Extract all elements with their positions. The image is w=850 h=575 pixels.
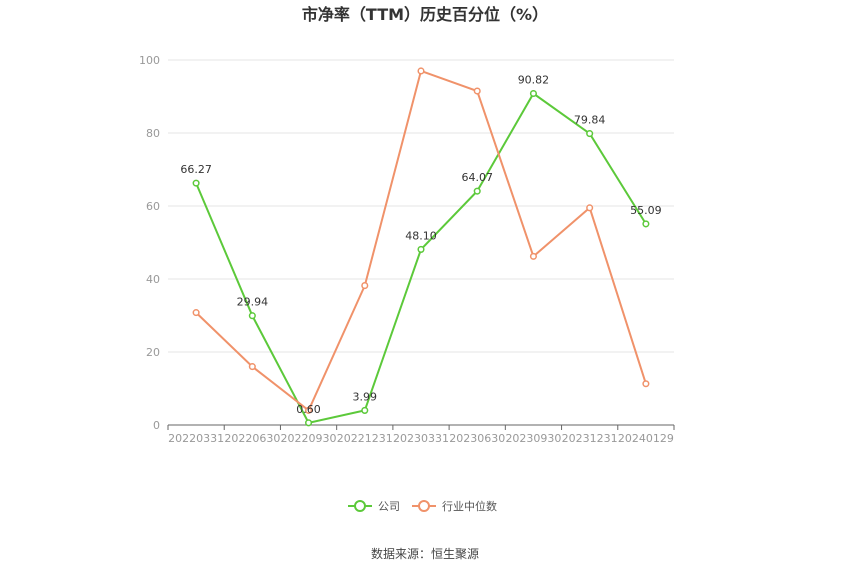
x-tick-label: 20220331 [168, 432, 224, 445]
series-1-point[interactable] [642, 380, 650, 388]
data-label: 0.60 [296, 403, 321, 416]
x-tick-label: 20230331 [393, 432, 449, 445]
legend-marker [418, 500, 430, 512]
series-0-point[interactable] [586, 130, 594, 138]
series-0-point[interactable] [248, 312, 256, 320]
series-0-point[interactable] [305, 419, 313, 427]
series-1-point[interactable] [586, 204, 594, 212]
data-label: 29.94 [237, 296, 269, 309]
series-0-point[interactable] [473, 187, 481, 195]
series-1-point[interactable] [361, 282, 369, 290]
y-tick-label: 0 [153, 419, 160, 432]
x-axis: 20220331 20220630 20220930 20221231 20230331… [167, 425, 675, 445]
x-tick-label: 20230930 [505, 432, 561, 445]
x-tick-label: 20240129 [618, 432, 674, 445]
series-0-point[interactable] [529, 89, 537, 98]
data-label: 90.82 [518, 74, 550, 87]
series-1-point[interactable] [248, 363, 256, 371]
chart-title: 市净率（TTM）历史百分位（%） [302, 5, 548, 24]
y-tick-label: 20 [146, 346, 160, 359]
legend: 公司 行业中位数 [348, 499, 497, 513]
series-1-point[interactable] [417, 67, 425, 75]
series-1-point[interactable] [529, 252, 537, 260]
series-1-point[interactable] [192, 309, 200, 317]
series-0-point[interactable] [192, 179, 200, 187]
data-label: 48.10 [405, 229, 437, 242]
x-tick-label: 20230630 [449, 432, 505, 445]
x-tick-label: 20220930 [281, 432, 337, 445]
legend-label[interactable]: 行业中位数 [442, 499, 497, 513]
legend-marker [354, 500, 366, 512]
data-label: 66.27 [180, 163, 212, 176]
data-label: 79.84 [574, 114, 606, 127]
data-label: 3.99 [353, 390, 378, 403]
y-tick-label: 60 [146, 200, 160, 213]
data-label: 55.09 [630, 204, 662, 217]
y-tick-label: 40 [146, 273, 160, 286]
series-0-point[interactable] [417, 245, 425, 253]
source-note: 数据来源：恒生聚源 [371, 546, 479, 561]
y-axis: 0 20 40 60 80 100 [139, 54, 160, 432]
x-tick-label: 20221231 [337, 432, 393, 445]
series [192, 67, 650, 427]
series-line-0 [195, 92, 647, 424]
y-tick-label: 100 [139, 54, 160, 67]
data-labels: 66.27 29.94 0.60 3.99 48.10 64.07 90.82 79.84 55… [180, 74, 661, 416]
legend-label[interactable]: 公司 [378, 500, 400, 513]
data-label: 64.07 [461, 171, 493, 184]
x-tick-label: 20220630 [224, 432, 280, 445]
x-tick-label: 20231231 [562, 432, 618, 445]
series-0-point[interactable] [361, 406, 369, 414]
series-1-point[interactable] [305, 406, 313, 414]
series-0-point[interactable] [642, 220, 650, 228]
y-tick-label: 80 [146, 127, 160, 140]
series-1-point[interactable] [473, 87, 481, 95]
